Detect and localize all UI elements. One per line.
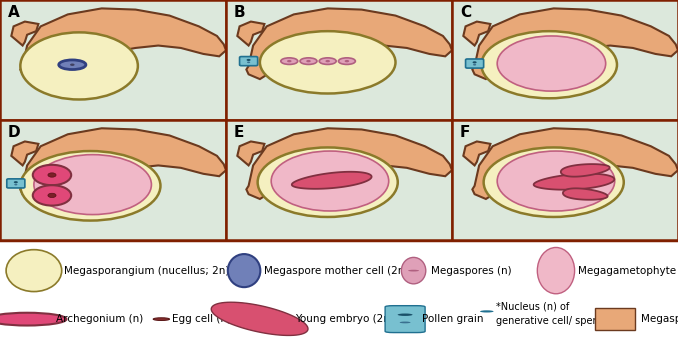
Ellipse shape xyxy=(497,36,605,91)
Ellipse shape xyxy=(281,58,298,64)
Ellipse shape xyxy=(497,151,615,211)
Text: C: C xyxy=(460,5,471,20)
Ellipse shape xyxy=(6,250,62,292)
Ellipse shape xyxy=(228,254,260,287)
Polygon shape xyxy=(463,141,490,166)
Ellipse shape xyxy=(34,155,151,215)
Polygon shape xyxy=(561,164,610,177)
Circle shape xyxy=(14,184,18,186)
Circle shape xyxy=(70,64,75,66)
Text: Megaspores (n): Megaspores (n) xyxy=(431,266,511,275)
Circle shape xyxy=(408,270,419,272)
FancyBboxPatch shape xyxy=(466,59,483,68)
Polygon shape xyxy=(246,128,452,199)
Circle shape xyxy=(344,60,349,62)
FancyBboxPatch shape xyxy=(7,179,25,188)
Text: E: E xyxy=(234,125,244,140)
Circle shape xyxy=(14,181,18,183)
Ellipse shape xyxy=(338,58,355,64)
Polygon shape xyxy=(563,188,607,200)
FancyBboxPatch shape xyxy=(385,306,425,332)
Circle shape xyxy=(33,165,71,185)
Ellipse shape xyxy=(258,147,398,217)
Text: *Nucleus (n) of
generative cell/ sperm cell: *Nucleus (n) of generative cell/ sperm c… xyxy=(496,302,626,326)
Polygon shape xyxy=(292,172,372,189)
Circle shape xyxy=(48,173,56,177)
Ellipse shape xyxy=(260,31,395,93)
Polygon shape xyxy=(12,22,39,46)
Polygon shape xyxy=(20,128,226,199)
Ellipse shape xyxy=(483,147,624,217)
Circle shape xyxy=(48,193,56,197)
Circle shape xyxy=(287,60,292,62)
Circle shape xyxy=(480,310,494,313)
Circle shape xyxy=(0,313,66,326)
Polygon shape xyxy=(237,141,264,166)
FancyBboxPatch shape xyxy=(595,308,635,330)
FancyBboxPatch shape xyxy=(239,57,258,66)
Circle shape xyxy=(306,60,311,62)
Text: B: B xyxy=(234,5,245,20)
Ellipse shape xyxy=(319,58,336,64)
Circle shape xyxy=(247,62,250,63)
Text: Archegonium (n): Archegonium (n) xyxy=(56,314,143,324)
Ellipse shape xyxy=(481,31,617,98)
Text: Egg cell (n): Egg cell (n) xyxy=(172,314,231,324)
Polygon shape xyxy=(473,128,678,199)
Text: Megasporangium (nucellus; 2n): Megasporangium (nucellus; 2n) xyxy=(64,266,230,275)
Polygon shape xyxy=(246,8,452,79)
Text: Young embryo (2n): Young embryo (2n) xyxy=(295,314,394,324)
Polygon shape xyxy=(212,302,308,335)
Circle shape xyxy=(400,322,411,323)
Polygon shape xyxy=(12,141,39,166)
Polygon shape xyxy=(473,8,678,79)
Ellipse shape xyxy=(20,151,161,220)
Polygon shape xyxy=(534,174,614,190)
Text: Megasporophyll: Megasporophyll xyxy=(641,314,678,324)
Text: F: F xyxy=(460,125,471,140)
Polygon shape xyxy=(237,22,264,46)
Ellipse shape xyxy=(537,247,574,294)
Polygon shape xyxy=(20,8,226,79)
Text: D: D xyxy=(8,125,20,140)
Ellipse shape xyxy=(59,60,86,70)
Text: A: A xyxy=(8,5,20,20)
Text: Megaspore mother cell (2n): Megaspore mother cell (2n) xyxy=(264,266,409,275)
Ellipse shape xyxy=(20,32,138,99)
Circle shape xyxy=(473,64,476,65)
Text: Megagametophyte (n): Megagametophyte (n) xyxy=(578,266,678,275)
Text: Pollen grain: Pollen grain xyxy=(422,314,483,324)
Circle shape xyxy=(33,185,71,205)
Ellipse shape xyxy=(300,58,317,64)
Circle shape xyxy=(473,61,477,63)
Ellipse shape xyxy=(401,257,426,284)
Circle shape xyxy=(153,318,170,321)
Circle shape xyxy=(247,59,251,61)
Circle shape xyxy=(397,314,412,316)
Polygon shape xyxy=(463,22,490,46)
Ellipse shape xyxy=(271,151,388,211)
Circle shape xyxy=(325,60,330,62)
